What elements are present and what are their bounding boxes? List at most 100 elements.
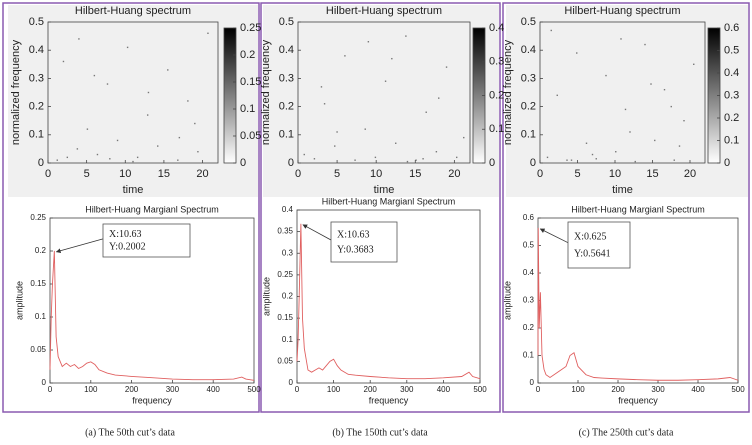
spectrum-point — [116, 139, 119, 142]
y-tick-label: 0.3 — [523, 296, 535, 305]
x-tick-label: 400 — [437, 385, 451, 394]
y-tick-label: 0 — [530, 378, 535, 387]
x-tick-label: 100 — [84, 385, 98, 394]
spectrum-point — [56, 159, 58, 161]
colorbar-tick-label: 0.2 — [724, 112, 739, 124]
spectrum-point — [178, 136, 181, 139]
spectrum-point — [629, 131, 631, 133]
spectrum-point — [86, 128, 89, 130]
x-tick-label: 10 — [370, 168, 382, 180]
chart-title: Hilbert-Huang Margianl Spectrum — [322, 196, 456, 206]
caption: (a) The 50th cut’s data — [85, 427, 175, 438]
x-axis-label: frequency — [618, 395, 658, 405]
y-tick-label: 0.2 — [521, 101, 536, 113]
spectrum-point — [336, 131, 338, 133]
chart-title: Hilbert-Huang spectrum — [326, 5, 442, 17]
colorbar — [223, 27, 237, 164]
spectrum-point — [463, 136, 465, 139]
spectrum-point — [157, 145, 159, 147]
y-tick-label: 0.15 — [30, 279, 46, 288]
panel-border — [260, 2, 501, 413]
datatip-x: X:10.63 — [337, 229, 370, 240]
y-tick-label: 0.4 — [29, 44, 44, 56]
x-tick-label: 0 — [295, 385, 300, 394]
x-axis-label: frequency — [132, 395, 172, 405]
y-tick-label: 0.4 — [523, 268, 535, 277]
y-axis-label: amplitude — [14, 281, 24, 320]
y-tick-label: 0.3 — [279, 72, 294, 84]
colorbar-tick-label: 0.4 — [489, 22, 504, 34]
x-tick-label: 300 — [400, 385, 414, 394]
spectrum-point — [605, 74, 607, 77]
y-tick-label: 0.3 — [29, 72, 44, 84]
spectrum-point — [550, 29, 552, 32]
spectrum-point — [320, 86, 323, 88]
caption: (b) The 150th cut’s data — [332, 427, 428, 438]
y-tick-label: 0.2 — [523, 323, 535, 332]
y-tick-label: 0.2 — [279, 101, 294, 113]
spectrum-point — [207, 32, 209, 34]
x-tick-label: 5 — [334, 168, 340, 180]
x-tick-label: 10 — [609, 168, 621, 180]
spectrum-point — [364, 128, 366, 130]
colorbar-tick-label: 0.25 — [240, 22, 261, 34]
spectrum-point — [384, 80, 387, 82]
spectrum-point — [438, 97, 440, 99]
spectrum-point — [323, 103, 326, 105]
colorbar-tick-label: 0 — [240, 157, 246, 169]
spectrum-point — [546, 156, 549, 159]
annotation-arrow — [55, 238, 104, 254]
x-axis-label: frequency — [369, 395, 409, 405]
x-tick-label: 300 — [166, 385, 180, 394]
plot-area — [47, 21, 219, 164]
spectrum-point — [650, 83, 652, 85]
spectrum-point — [93, 74, 96, 77]
spectrum-point — [344, 55, 346, 57]
spectrum-point — [367, 41, 370, 43]
y-tick-label: 0.4 — [521, 44, 536, 56]
plot-area — [539, 21, 706, 164]
spectrum-point — [167, 69, 169, 71]
y-tick-label: 0.3 — [282, 248, 294, 257]
y-tick-label: 0.6 — [523, 213, 535, 222]
x-tick-label: 0 — [45, 168, 51, 180]
spectrum-point — [187, 100, 189, 102]
x-tick-label: 400 — [691, 385, 705, 394]
datatip-box — [567, 221, 631, 269]
x-tick-label: 5 — [574, 168, 580, 180]
spectrum-point — [644, 43, 646, 46]
x-tick-label: 400 — [207, 385, 221, 394]
y-tick-label: 0.2 — [35, 246, 47, 255]
x-tick-label: 20 — [684, 168, 696, 180]
datatip-box — [102, 223, 191, 258]
spectrum-point — [78, 38, 80, 40]
spectrum-point — [313, 158, 316, 160]
spectrum-point — [62, 60, 65, 63]
spectrum-point — [391, 57, 393, 60]
plot-background — [263, 5, 499, 197]
x-tick-label: 5 — [84, 168, 90, 180]
caption: (c) The 250th cut’s data — [579, 427, 674, 438]
y-tick-label: 0.4 — [282, 205, 294, 214]
x-axis-label: time — [612, 184, 633, 196]
spectrum-point — [354, 159, 356, 161]
spectrum-point — [585, 142, 588, 144]
y-tick-label: 0 — [289, 378, 294, 387]
x-tick-label: 500 — [247, 385, 261, 394]
spectrum-point — [595, 158, 597, 160]
spectrum-point — [66, 156, 69, 159]
colorbar-tick-label: 0.5 — [724, 44, 739, 56]
plot-area — [297, 21, 471, 164]
spectrum-point — [136, 156, 139, 159]
x-tick-label: 15 — [409, 168, 421, 180]
colorbar-tick-label: 0.1 — [724, 134, 739, 146]
spectrum-point — [663, 88, 666, 91]
spectrum-line — [537, 227, 739, 381]
x-tick-label: 200 — [364, 385, 378, 394]
spectrum-point — [591, 153, 594, 156]
y-tick-label: 0.4 — [279, 44, 294, 56]
datatip-y: Y:0.2002 — [109, 241, 146, 252]
y-tick-label: 0.15 — [277, 313, 293, 322]
y-tick-label: 0.1 — [521, 129, 536, 141]
